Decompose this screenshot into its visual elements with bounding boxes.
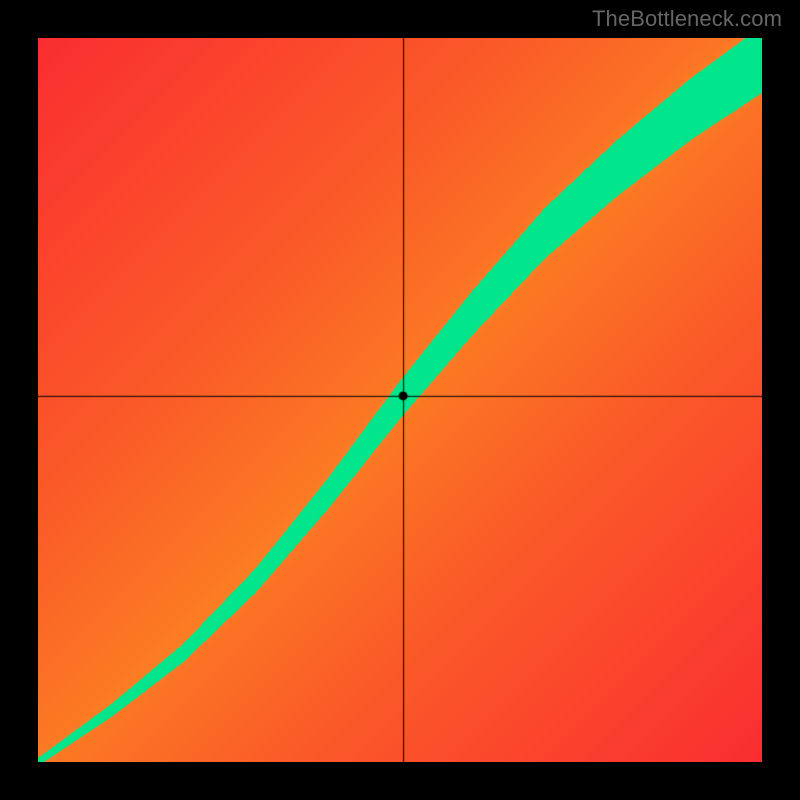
- attribution-text: TheBottleneck.com: [592, 6, 782, 32]
- plot-area: [38, 38, 762, 762]
- chart-container: TheBottleneck.com: [0, 0, 800, 800]
- heatmap-canvas: [38, 38, 762, 762]
